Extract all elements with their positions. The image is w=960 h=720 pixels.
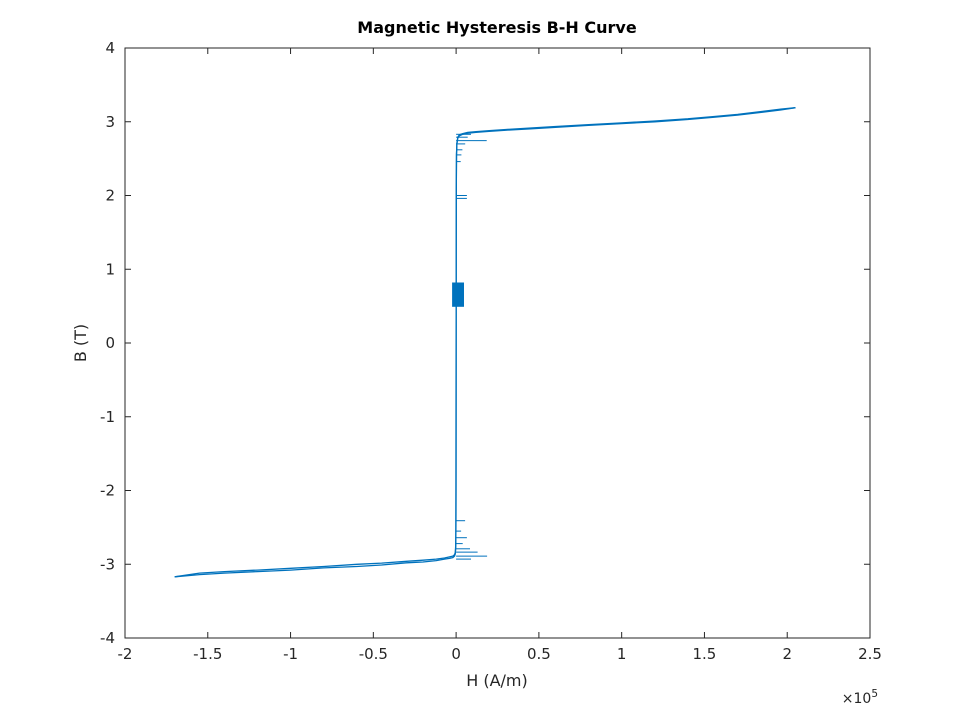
- chart-title: Magnetic Hysteresis B-H Curve: [357, 18, 637, 37]
- x-axis-exponent: ×105: [842, 688, 878, 707]
- y-tick-label: 4: [105, 39, 115, 57]
- y-tick-label: 1: [105, 260, 115, 278]
- x-axis-label: H (A/m): [466, 671, 528, 690]
- y-axis-label: B (T): [71, 324, 90, 362]
- y-tick-label: -3: [100, 555, 115, 573]
- hysteresis-descending-branch: [174, 107, 796, 578]
- x-tick-label: 0: [451, 645, 461, 663]
- x-tick-label: -0.5: [359, 645, 388, 663]
- y-tick-label: -2: [100, 482, 115, 500]
- x-tick-label: -1.5: [193, 645, 222, 663]
- x-tick-label: -1: [283, 645, 298, 663]
- y-tick-label: 2: [105, 187, 115, 205]
- y-tick-label: -1: [100, 408, 115, 426]
- curve-layer: [174, 107, 796, 578]
- y-tick-label: 3: [105, 113, 115, 131]
- x-tick-label: 2.5: [858, 645, 882, 663]
- x-axis-exponent-base: ×10: [842, 691, 872, 707]
- tick-label-layer: -2 -1.5 -1 -0.5 0 0.5 1 1.5 2 2.5 -4 -3 -2 -1 0 1 2 3 4: [100, 39, 882, 663]
- y-tick-label: -4: [100, 629, 115, 647]
- x-tick-label: 2: [782, 645, 792, 663]
- x-tick-label: 1: [617, 645, 627, 663]
- plot-background: [125, 48, 870, 638]
- x-axis-exponent-power: 5: [871, 688, 878, 700]
- noise-block: [452, 282, 464, 307]
- x-tick-label: 0.5: [527, 645, 551, 663]
- y-tick-label: 0: [105, 334, 115, 352]
- axis-layer: [124, 47, 871, 639]
- x-tick-label: 1.5: [693, 645, 717, 663]
- x-tick-label: -2: [118, 645, 133, 663]
